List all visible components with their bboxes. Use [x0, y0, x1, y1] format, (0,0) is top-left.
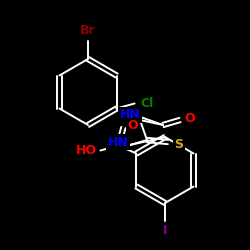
Text: O: O [127, 119, 138, 132]
Text: Cl: Cl [140, 97, 153, 110]
Text: Br: Br [80, 24, 96, 38]
Text: HO: HO [76, 144, 97, 157]
Text: S: S [174, 138, 184, 150]
Text: HN: HN [120, 108, 141, 122]
Text: I: I [163, 224, 167, 236]
Text: O: O [185, 112, 195, 124]
Text: HN: HN [108, 136, 128, 148]
